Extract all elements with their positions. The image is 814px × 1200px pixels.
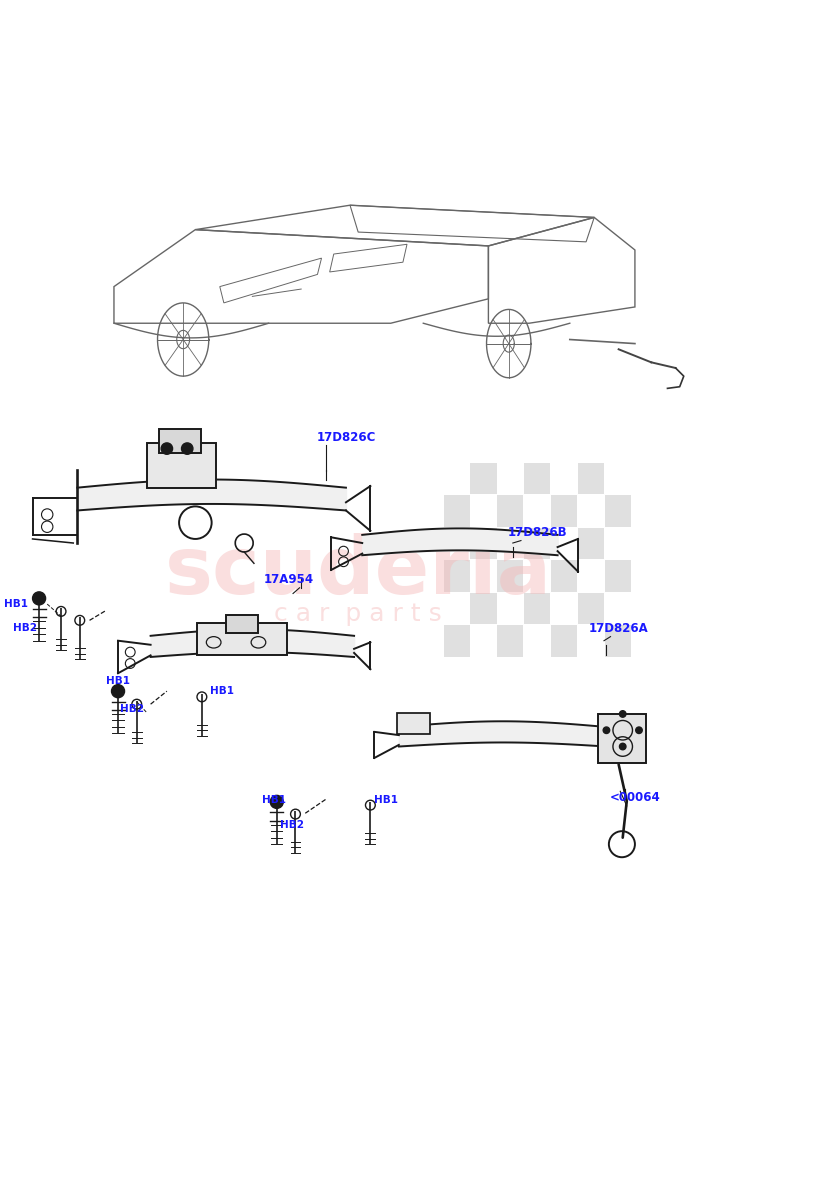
Circle shape xyxy=(619,710,626,718)
Bar xyxy=(470,496,497,527)
Bar xyxy=(578,462,604,494)
Bar xyxy=(605,496,631,527)
Bar xyxy=(524,462,550,494)
Bar xyxy=(444,462,470,494)
Bar xyxy=(470,528,497,559)
Text: 17D826A: 17D826A xyxy=(589,622,649,635)
Text: HB2: HB2 xyxy=(13,624,37,634)
Bar xyxy=(551,462,577,494)
FancyBboxPatch shape xyxy=(159,430,201,454)
Bar xyxy=(605,528,631,559)
Bar xyxy=(470,462,497,494)
Circle shape xyxy=(603,727,610,733)
Circle shape xyxy=(161,443,173,455)
Circle shape xyxy=(33,592,46,605)
Text: HB1: HB1 xyxy=(106,677,129,686)
Circle shape xyxy=(619,743,626,750)
Text: <00064: <00064 xyxy=(610,791,660,804)
Text: 17D826C: 17D826C xyxy=(317,431,375,444)
Bar xyxy=(497,528,523,559)
Bar xyxy=(470,560,497,592)
FancyBboxPatch shape xyxy=(598,714,646,763)
Text: HB1: HB1 xyxy=(210,686,234,696)
Bar xyxy=(497,462,523,494)
Bar xyxy=(578,625,604,656)
Bar xyxy=(551,593,577,624)
Bar xyxy=(524,593,550,624)
Bar xyxy=(444,528,470,559)
Text: 17A954: 17A954 xyxy=(264,574,314,586)
Text: HB1: HB1 xyxy=(262,796,286,805)
FancyBboxPatch shape xyxy=(397,713,430,734)
Bar xyxy=(524,528,550,559)
FancyBboxPatch shape xyxy=(197,623,287,655)
Text: HB1: HB1 xyxy=(374,796,398,805)
Bar xyxy=(444,625,470,656)
Circle shape xyxy=(636,727,642,733)
Bar xyxy=(578,560,604,592)
Text: HB1: HB1 xyxy=(4,599,28,610)
Bar xyxy=(497,625,523,656)
Bar xyxy=(578,593,604,624)
Bar xyxy=(605,462,631,494)
Bar xyxy=(524,496,550,527)
Bar xyxy=(497,560,523,592)
Bar xyxy=(605,593,631,624)
FancyBboxPatch shape xyxy=(225,614,258,632)
Bar xyxy=(470,593,497,624)
Bar xyxy=(551,560,577,592)
Text: HB2: HB2 xyxy=(280,820,304,829)
Circle shape xyxy=(112,685,125,697)
Text: scuderia: scuderia xyxy=(164,533,552,611)
Bar xyxy=(605,560,631,592)
Bar xyxy=(605,625,631,656)
Bar xyxy=(551,496,577,527)
Text: 17D826B: 17D826B xyxy=(507,526,567,539)
Bar xyxy=(578,496,604,527)
Bar xyxy=(497,593,523,624)
Bar xyxy=(524,560,550,592)
Bar xyxy=(578,528,604,559)
Bar xyxy=(551,528,577,559)
Circle shape xyxy=(270,796,283,809)
Text: HB2: HB2 xyxy=(120,704,144,714)
Bar xyxy=(470,625,497,656)
Text: c a r  p a r t s: c a r p a r t s xyxy=(274,602,442,626)
FancyBboxPatch shape xyxy=(147,443,216,487)
Bar xyxy=(524,625,550,656)
Bar xyxy=(551,625,577,656)
Bar xyxy=(444,560,470,592)
Bar xyxy=(444,496,470,527)
Circle shape xyxy=(182,443,193,455)
Bar xyxy=(444,593,470,624)
Bar xyxy=(497,496,523,527)
